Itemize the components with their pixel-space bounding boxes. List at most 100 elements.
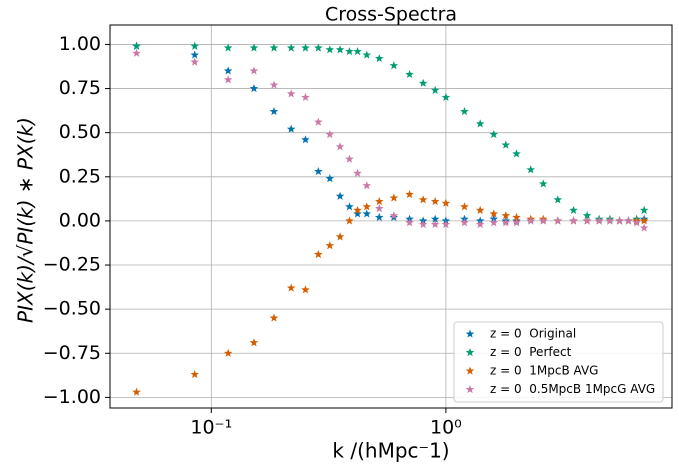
data-point <box>223 43 233 52</box>
data-point <box>501 218 511 227</box>
data-point <box>553 195 563 204</box>
data-point <box>538 179 548 188</box>
data-point <box>405 218 414 227</box>
data-point <box>314 166 323 176</box>
data-point <box>639 216 649 225</box>
data-point <box>624 216 633 225</box>
data-point <box>475 205 485 214</box>
data-point <box>286 89 296 98</box>
data-point <box>430 197 440 206</box>
y-tick-label: 0.00 <box>59 209 101 231</box>
legend-marker <box>465 366 475 375</box>
legend-box <box>453 321 664 403</box>
data-point <box>269 106 279 116</box>
data-point <box>286 43 296 52</box>
y-tick-label: 1.00 <box>59 33 101 55</box>
x-tick-label: 10⁻¹ <box>190 417 232 439</box>
data-point <box>460 218 469 227</box>
data-point <box>286 283 296 292</box>
data-point <box>489 218 499 227</box>
data-point <box>301 92 310 101</box>
data-point <box>269 313 279 322</box>
data-point <box>639 223 649 232</box>
data-point <box>314 249 323 259</box>
x-tick-label: 10⁰ <box>430 417 462 439</box>
data-point <box>441 198 451 207</box>
data-point <box>325 129 335 139</box>
data-point <box>489 209 499 218</box>
data-point <box>605 216 615 225</box>
data-point <box>418 78 428 87</box>
y-tick-label: 0.25 <box>59 165 101 187</box>
data-point <box>526 165 536 174</box>
data-point <box>335 232 345 241</box>
data-point <box>269 43 279 52</box>
data-point <box>538 216 548 225</box>
legend-marker <box>465 385 475 394</box>
data-point <box>132 48 141 57</box>
data-point <box>335 45 345 54</box>
data-point <box>374 212 384 222</box>
y-tick-label: 0.50 <box>59 121 101 143</box>
y-tick-label: −0.50 <box>43 298 101 320</box>
data-point <box>301 135 310 144</box>
data-point <box>223 348 233 357</box>
data-point <box>132 41 141 50</box>
data-point <box>362 50 372 59</box>
data-point <box>335 142 345 151</box>
data-point <box>501 140 511 149</box>
data-point <box>430 214 440 223</box>
data-point <box>269 80 279 89</box>
data-point <box>314 117 323 126</box>
legend-marker <box>465 348 475 357</box>
data-point <box>374 197 384 206</box>
data-point <box>441 92 451 101</box>
data-point <box>362 202 372 211</box>
data-point <box>362 181 372 190</box>
y-tick-label: 0.75 <box>59 77 101 99</box>
legend-label: z = 0 1MpcB AVG <box>490 364 598 378</box>
data-point <box>460 106 469 116</box>
data-point <box>512 149 521 158</box>
data-point <box>553 216 563 225</box>
data-point <box>345 46 354 56</box>
data-point <box>405 189 414 199</box>
data-point <box>615 216 624 225</box>
data-point <box>325 45 335 54</box>
data-point <box>501 211 511 220</box>
data-point <box>190 369 200 379</box>
data-point <box>353 209 362 218</box>
data-point <box>353 46 362 56</box>
data-point <box>345 202 354 211</box>
data-point <box>249 43 259 52</box>
x-axis-label: k /(hMpc⁻1) <box>332 439 449 463</box>
data-point <box>353 168 362 177</box>
data-point <box>345 154 354 163</box>
data-point <box>418 195 428 204</box>
data-point <box>512 212 521 222</box>
legend-label: z = 0 Original <box>490 327 576 341</box>
data-point <box>314 43 323 52</box>
data-point <box>249 84 259 93</box>
y-tick-label: −0.75 <box>43 342 101 364</box>
data-point <box>569 216 578 225</box>
data-point <box>190 57 200 66</box>
data-point <box>374 54 384 63</box>
data-point <box>362 209 372 218</box>
data-point <box>594 216 604 225</box>
data-point <box>190 50 200 59</box>
y-axis-label: PIX(k)/√PI(k) ∗ PX(k) <box>14 117 38 323</box>
data-point <box>223 75 233 84</box>
data-point <box>353 205 362 214</box>
data-point <box>430 85 440 94</box>
data-point <box>582 211 592 220</box>
data-point <box>389 211 399 220</box>
data-point <box>405 69 414 79</box>
chart-title: Cross-Spectra <box>325 4 457 26</box>
legend-label: z = 0 0.5MpcB 1MpcG AVG <box>490 382 655 396</box>
data-point <box>325 241 335 250</box>
data-point <box>389 193 399 202</box>
data-point <box>582 216 592 225</box>
data-point <box>475 219 485 229</box>
